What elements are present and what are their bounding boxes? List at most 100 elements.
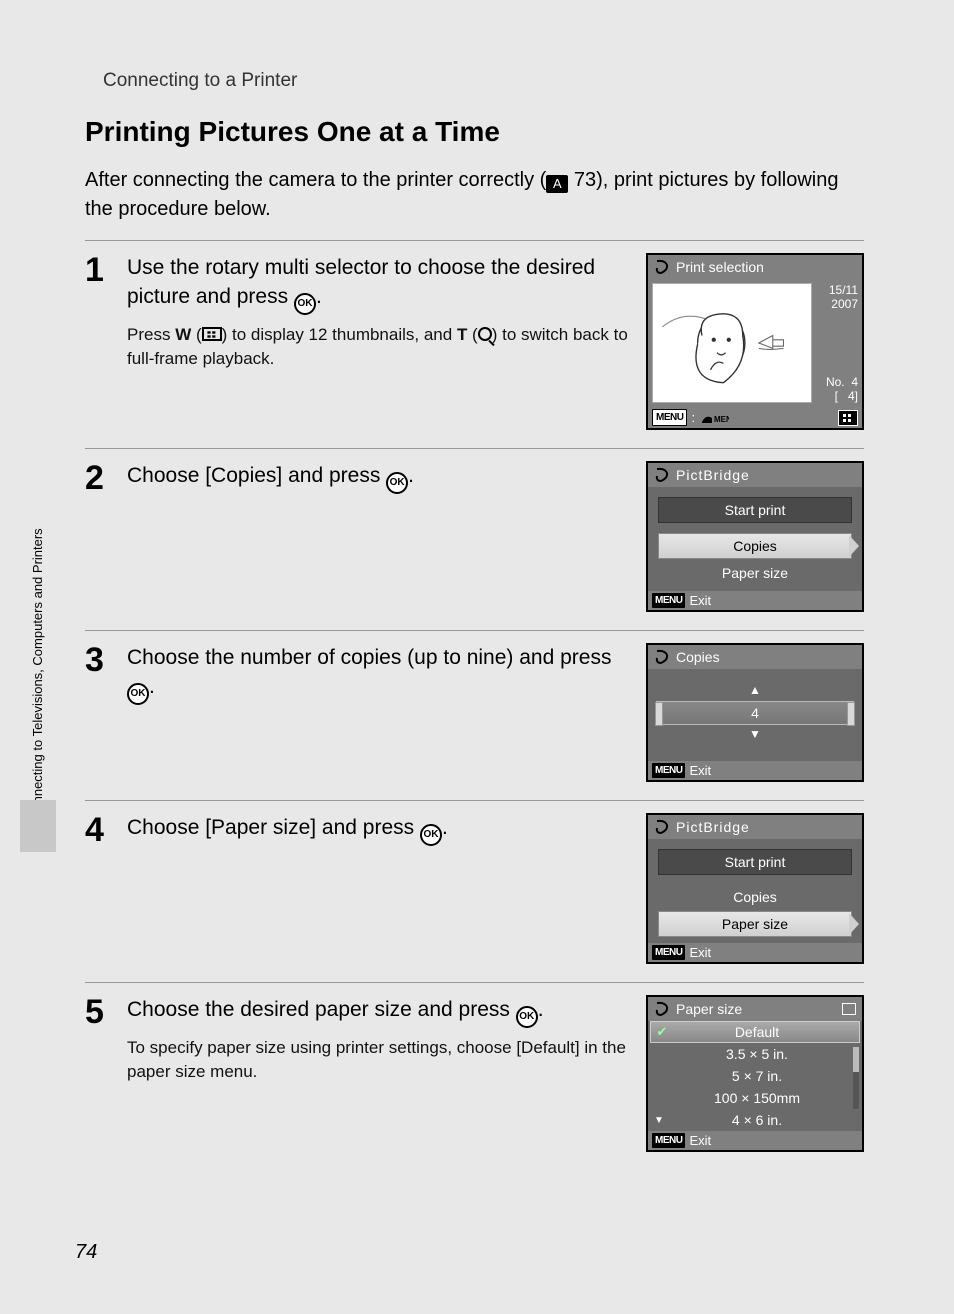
step-1: 1 Use the rotary multi selector to choos… [85,240,864,448]
paper-size-option[interactable]: 3.5 × 5 in. [648,1043,862,1065]
text: Choose the number of copies (up to nine)… [127,646,611,669]
screen-title: PictBridge [676,819,750,835]
scrollbar[interactable] [853,1047,859,1109]
paper-size-option[interactable]: 5 × 7 in. [648,1065,862,1087]
text: Choose [Paper size] and press [127,816,420,839]
thumbnail-grid-icon [838,410,858,426]
menu-badge: MENU [652,945,685,960]
menu-badge: MENU [652,1133,685,1148]
magnify-icon [478,327,492,341]
step-5: 5 Choose the desired paper size and pres… [85,982,864,1170]
print-icon [654,1001,670,1017]
option-label: 5 × 7 in. [670,1068,862,1084]
print-icon [654,467,670,483]
w-key: W [175,325,191,344]
svg-text:MENU: MENU [714,415,729,424]
intro-part-a: After connecting the camera to the print… [85,169,546,191]
screen-title: PictBridge [676,467,750,483]
exit-label: Exit [689,945,711,960]
text: Press [127,325,175,344]
thumbnail-icon [202,327,222,341]
arrow-down-icon[interactable]: ▼ [648,727,862,743]
side-tab-marker [20,800,56,852]
print-menu-icon: MENU [699,411,729,425]
step-number: 2 [85,461,113,612]
screen-title: Copies [676,649,720,665]
text: . [149,675,155,698]
text: . [442,816,448,839]
text: ) to display 12 thumbnails, and [222,325,457,344]
step-number: 1 [85,253,113,430]
copies-value: 4 [656,701,854,725]
print-icon [654,819,670,835]
paper-size-option[interactable]: 100 × 150mm [648,1087,862,1109]
text: Use the rotary multi selector to choose … [127,256,595,308]
menu-item-start-print[interactable]: Start print [658,497,852,523]
text: ( [467,325,477,344]
ok-icon: OK [294,293,316,315]
step-2-main: Choose [Copies] and press OK. [127,461,628,494]
step-3-main: Choose the number of copies (up to nine)… [127,643,628,705]
step-5-main: Choose the desired paper size and press … [127,995,628,1028]
option-label: 100 × 150mm [670,1090,862,1106]
exit-label: Exit [689,1133,711,1148]
paper-size-default[interactable]: ✔Default [650,1021,860,1043]
menu-badge: MENU [652,763,685,778]
text: Choose the desired paper size and press [127,998,516,1021]
step-2: 2 Choose [Copies] and press OK. PictBrid… [85,448,864,630]
ok-icon: OK [386,472,408,494]
step-4-main: Choose [Paper size] and press OK. [127,813,628,846]
photo-preview [652,283,812,403]
menu-badge: MENU [652,409,687,426]
menu-item-copies[interactable]: Copies [658,533,852,559]
step-3: 3 Choose the number of copies (up to nin… [85,630,864,800]
ok-icon: OK [420,824,442,846]
ok-icon: OK [516,1006,538,1028]
date-line2: 2007 [816,297,858,311]
page-number: 74 [75,1241,97,1264]
screen-title: Paper size [676,1001,742,1017]
exit-label: Exit [689,763,711,778]
t-key: T [457,325,467,344]
text: Choose [Copies] and press [127,464,386,487]
photo-illustration [653,284,811,402]
menu-item-copies[interactable]: Copies [658,885,852,909]
menu-item-paper-size[interactable]: Paper size [658,561,852,585]
exit-label: Exit [689,593,711,608]
no-label: No. [826,375,845,389]
screen-copies: Copies ▲ 4 ▼ MENU Exit [646,643,864,782]
page-title: Printing Pictures One at a Time [85,116,864,148]
date-line1: 15/11 [816,283,858,297]
print-icon [654,259,670,275]
page: Connecting to a Printer Printing Picture… [0,0,954,1314]
side-tab-label: Connecting to Televisions, Computers and… [30,360,54,820]
step-number: 4 [85,813,113,964]
step-4: 4 Choose [Paper size] and press OK. Pict… [85,800,864,982]
screen-pictbridge-2: PictBridge Start print Copies Paper size… [646,813,864,964]
step-number: 3 [85,643,113,782]
step-5-sub: To specify paper size using printer sett… [127,1036,628,1084]
no-value: 4 [851,375,858,389]
option-label: 3.5 × 5 in. [670,1046,862,1062]
book-ref-icon: A [546,175,568,193]
paper-size-option[interactable]: ▼4 × 6 in. [648,1109,862,1131]
print-icon [654,649,670,665]
arrow-down-icon: ▼ [648,1115,670,1126]
colon: : [691,410,695,425]
ok-icon: OK [127,683,149,705]
menu-item-paper-size[interactable]: Paper size [658,911,852,937]
check-icon: ✔ [651,1024,673,1040]
screen-title: Print selection [676,259,764,275]
section-header: Connecting to a Printer [85,70,864,92]
arrow-up-icon[interactable]: ▲ [648,683,862,699]
option-label: 4 × 6 in. [670,1112,862,1128]
screen-pictbridge: PictBridge Start print Copies Paper size… [646,461,864,612]
option-label: Default [673,1024,859,1040]
step-1-main: Use the rotary multi selector to choose … [127,253,628,315]
screen-print-selection: Print selection [646,253,864,430]
text: ( [191,325,201,344]
menu-badge: MENU [652,593,685,608]
text: . [316,285,322,308]
bracket-l: [ [835,389,838,403]
menu-item-start-print[interactable]: Start print [658,849,852,875]
